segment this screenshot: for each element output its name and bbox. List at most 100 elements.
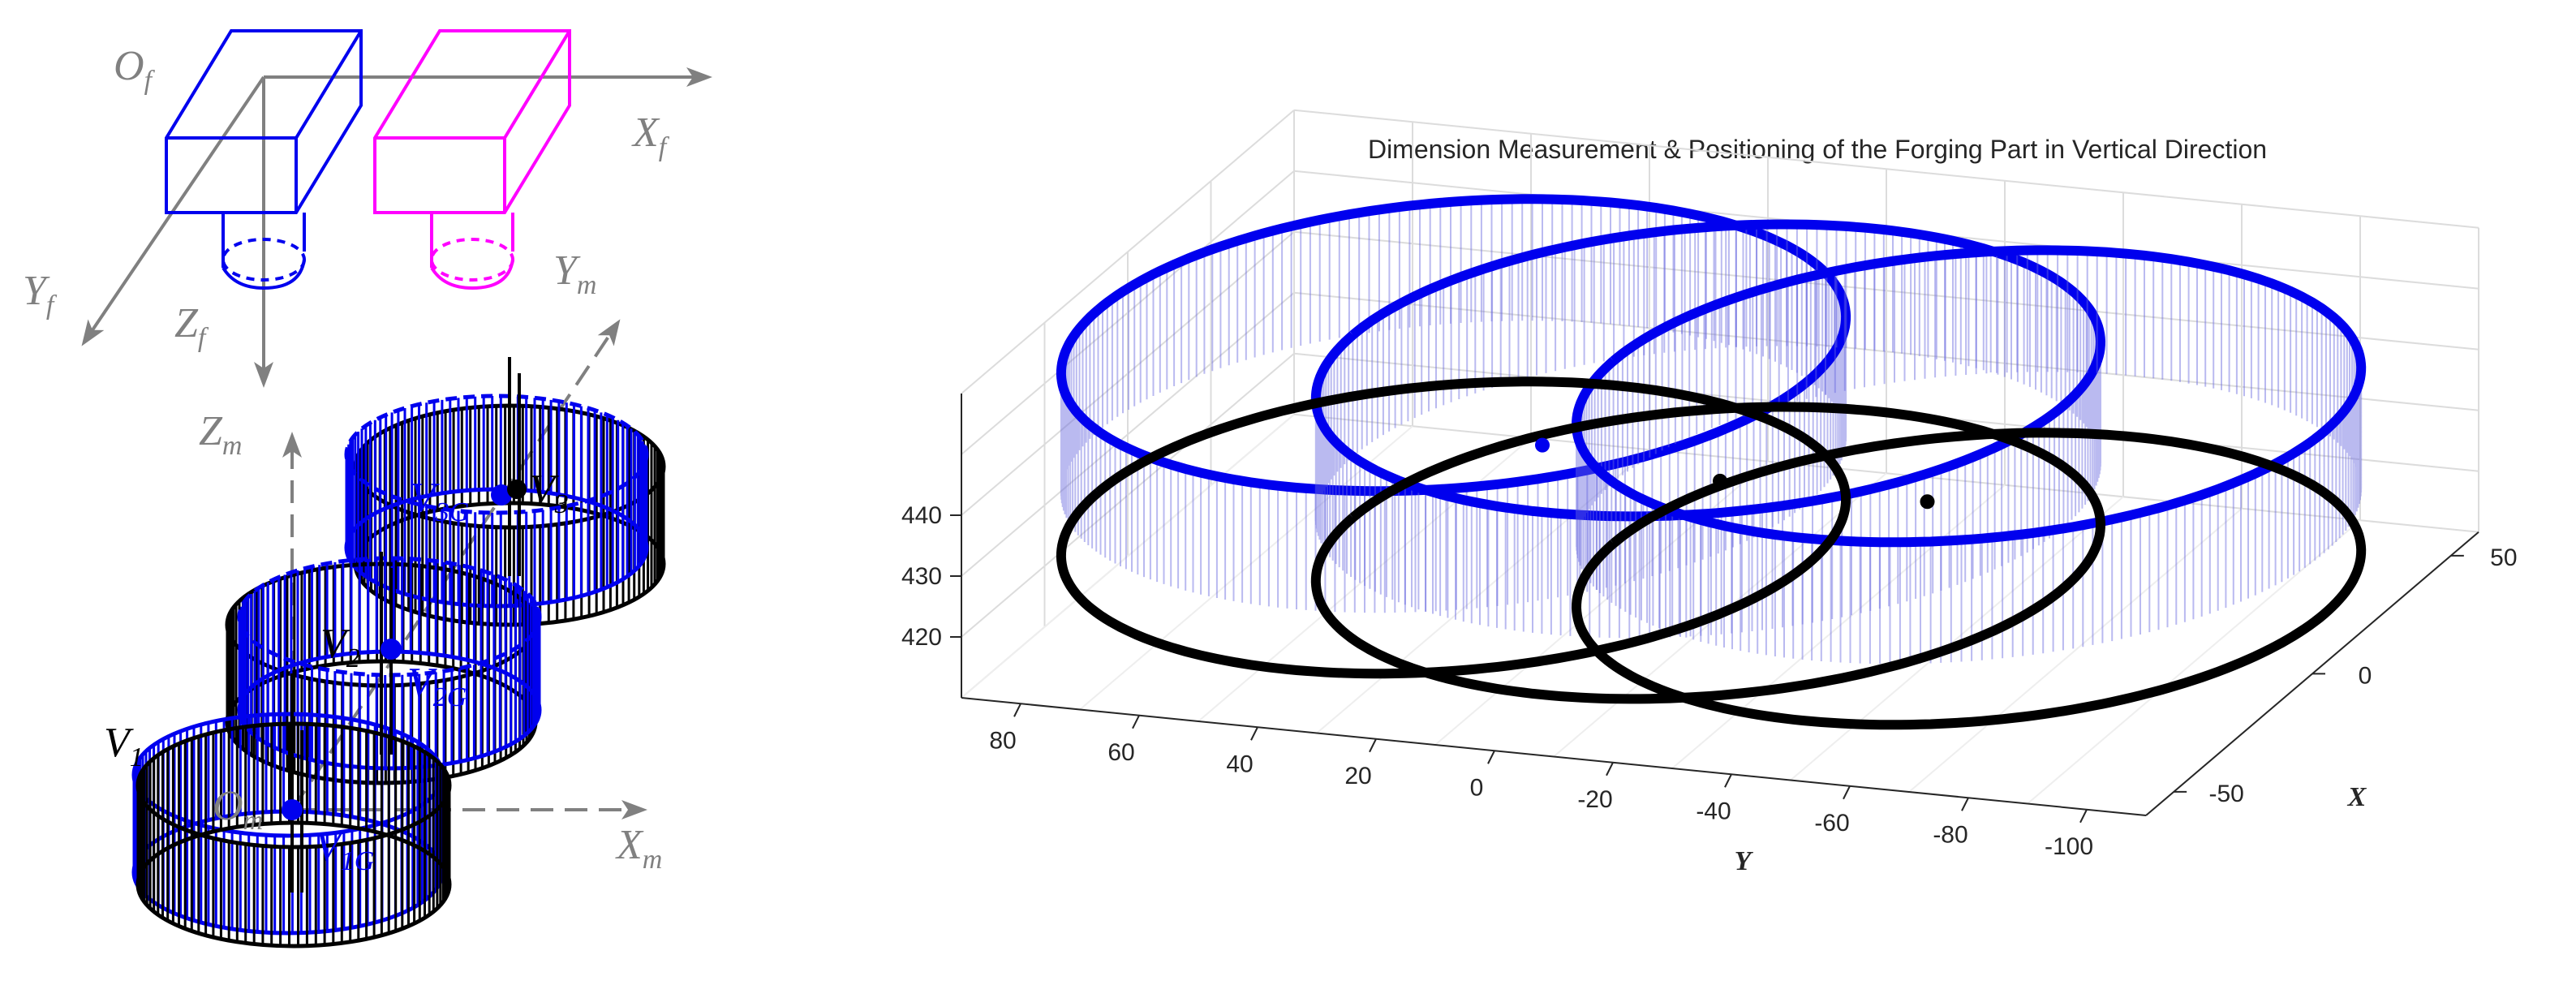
y-tick-mark (1369, 738, 1377, 753)
ring-edge (1056, 376, 1851, 679)
ring-edge (1571, 245, 2367, 548)
grid-line (1908, 507, 2243, 793)
y-tick-mark (1961, 797, 1969, 811)
y-tick-label: 80 (989, 727, 1016, 754)
svg-text:Zf: Zf (174, 300, 209, 353)
om-label: O (213, 783, 243, 829)
ring-edge (1056, 194, 1851, 497)
xm-label: X (615, 822, 644, 868)
v1-label-sub: 1 (130, 742, 144, 772)
ring-edge (1571, 428, 2367, 730)
grid-line (1790, 496, 2124, 781)
zf-label-sub: f (198, 323, 209, 353)
v1-label: V (104, 720, 134, 766)
zf-label: Z (174, 300, 199, 346)
y-tick-label: 60 (1107, 739, 1134, 766)
svg-text:Xf: Xf (631, 110, 670, 162)
svg-text:V3: V3 (529, 467, 569, 519)
z-tick-label: 420 (901, 624, 942, 651)
plot-centers (1535, 437, 1935, 510)
svg-text:Of: Of (114, 43, 156, 96)
coordinate-frames-diagram: Of Xf Yf Zf Ym Zm Xm Om V1 V2 V3 (23, 29, 712, 949)
v2-label: V (320, 621, 350, 667)
y-tick-label: -40 (1696, 798, 1731, 824)
y-tick-mark (1606, 762, 1614, 776)
x-tick-label: -50 (2208, 781, 2243, 807)
z-tick-label: 430 (901, 563, 942, 590)
x-axis-label: X (2347, 782, 2367, 812)
y-tick-mark (1724, 773, 1732, 788)
x-tick-label: 50 (2490, 544, 2517, 571)
svg-text:V1G: V1G (315, 824, 374, 876)
y-tick-mark (1013, 703, 1021, 717)
ring-blue-1 (1056, 194, 1851, 613)
ym-label: Y (553, 247, 581, 294)
camera-box-blue (165, 29, 363, 290)
center-point-blue-1 (1535, 437, 1550, 453)
y-tick-mark (1487, 750, 1495, 764)
y-tick-label: -80 (1933, 821, 1967, 848)
y-tick-label: 20 (1344, 763, 1371, 789)
ym-label-sub: m (577, 270, 597, 300)
plot-title: Dimension Measurement & Positioning of t… (1368, 135, 2267, 164)
svg-text:V2G: V2G (407, 660, 467, 712)
v2g-point (381, 639, 402, 660)
center-point-black-1 (1713, 473, 1727, 488)
y-tick-label: -60 (1814, 810, 1849, 837)
ring-top-edge (344, 394, 649, 515)
om-label-sub: m (243, 806, 264, 836)
v3-label-sub: 3 (554, 489, 569, 519)
y-tick-label: 40 (1226, 751, 1253, 777)
v3-label: V (529, 467, 559, 513)
v3g-label-sub: 3G (435, 497, 470, 527)
camera-box-magenta (373, 29, 571, 290)
plot-3d: Dimension Measurement & Positioning of t… (901, 109, 2518, 876)
svg-text:Ym: Ym (553, 247, 596, 300)
ring-blue-3 (1571, 245, 2367, 665)
grid-line (2027, 519, 2361, 805)
plot-ticks: 80 60 40 20 0 -20 -40 -60 -80 -100 -50 0 50 420 430 440 (901, 502, 2518, 860)
v2g-label: V (407, 660, 437, 706)
v1g-point (282, 799, 303, 820)
center-point-black-2 (1920, 494, 1935, 510)
svg-text:V3G: V3G (410, 475, 469, 527)
of-label: O (114, 43, 144, 89)
ring-blue-2 (1310, 219, 2106, 639)
ring-staves (1060, 199, 1847, 613)
y-tick-label: -100 (2045, 833, 2093, 860)
zm-label: Z (199, 408, 223, 454)
grid-line (1079, 425, 1413, 711)
v3g-point (491, 484, 512, 505)
yf-label: Y (23, 268, 50, 314)
svg-text:Yf: Yf (23, 268, 58, 320)
grid-line (1293, 109, 2479, 229)
v2-label-sub: 2 (346, 643, 360, 673)
of-label-sub: f (144, 66, 156, 96)
grid-line (1316, 449, 1650, 734)
ring-edge (1310, 402, 2106, 704)
y-tick-label: -20 (1577, 786, 1612, 813)
ring-edge (1310, 219, 2106, 522)
grid-line (1293, 230, 2479, 351)
v3g-label: V (410, 475, 440, 521)
axis-edge (961, 697, 2147, 816)
y-axis-label: Y (1735, 846, 1754, 876)
v1g-label-sub: 1G (341, 846, 375, 876)
x-tick-label: 0 (2359, 662, 2372, 689)
y-tick-mark (1132, 715, 1140, 729)
svg-text:Xm: Xm (615, 822, 662, 875)
yf-label-sub: f (46, 290, 58, 320)
svg-text:Zm: Zm (199, 408, 242, 461)
diagram-rings (131, 394, 666, 949)
ring-black-3 (1571, 428, 2367, 730)
xf-label-sub: f (659, 132, 670, 162)
svg-text:Om: Om (213, 783, 263, 836)
grid-line (961, 413, 1295, 699)
ring-black-1 (1056, 376, 1851, 679)
v1g-label: V (315, 824, 345, 870)
y-tick-label: 0 (1470, 774, 1484, 801)
zm-label-sub: m (222, 431, 243, 461)
svg-text:V1: V1 (104, 720, 144, 772)
xf-label: X (631, 110, 660, 156)
